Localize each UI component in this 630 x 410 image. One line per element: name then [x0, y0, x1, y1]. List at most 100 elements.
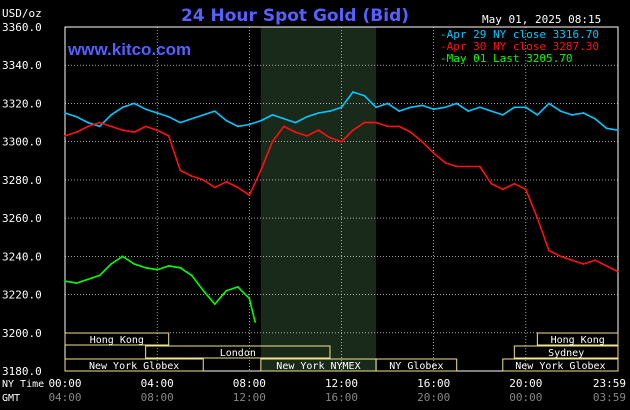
series-point-0	[110, 114, 112, 116]
series-line-2	[64, 255, 256, 323]
x-tick-label-ny: 16:00	[417, 377, 450, 390]
series-point-0	[490, 110, 493, 112]
y-tick-label: 3280.0	[2, 174, 42, 187]
series-point-2	[225, 289, 228, 292]
series-point-0	[190, 117, 193, 120]
series-point-1	[340, 140, 343, 143]
series-point-0	[513, 106, 516, 109]
series-point-1	[190, 175, 193, 177]
session-box	[513, 345, 619, 359]
series-point-1	[282, 125, 285, 128]
session-label: Sydney	[548, 348, 584, 359]
series-point-0	[225, 119, 228, 122]
session-box	[375, 358, 458, 372]
timestamp: May 01, 2025 08:15	[482, 13, 601, 26]
series-point-0	[202, 114, 205, 116]
series-point-1	[329, 136, 331, 139]
series-point-0	[167, 115, 170, 118]
series-point-1	[236, 186, 239, 189]
series-point-0	[306, 115, 308, 118]
series-point-1	[259, 169, 262, 172]
unit-label: USD/oz	[2, 7, 42, 20]
series-point-2	[64, 280, 66, 283]
series-lines	[64, 91, 619, 323]
series-point-0	[559, 110, 562, 112]
session-box	[64, 358, 204, 372]
series-point-0	[571, 114, 573, 116]
series-point-2	[75, 282, 78, 284]
x-tick-label-gmt: 03:59	[593, 391, 626, 404]
series-point-2	[190, 274, 193, 277]
ny-time-label: NY Time	[2, 379, 44, 390]
series-point-2	[110, 263, 112, 265]
x-tick-label-ny: 04:00	[141, 377, 174, 390]
series-point-0	[259, 119, 262, 122]
series-point-1	[571, 259, 573, 262]
series-point-0	[98, 125, 101, 128]
y-tick-label: 3200.0	[2, 327, 42, 340]
series-point-0	[421, 104, 424, 107]
series-point-0	[524, 106, 527, 109]
series-point-1	[98, 121, 101, 124]
series-point-0	[156, 112, 159, 114]
series-point-1	[75, 131, 78, 134]
series-point-0	[582, 112, 585, 114]
y-tick-label: 3360.0	[2, 21, 42, 34]
session-label: New York Globex	[515, 361, 605, 372]
series-point-0	[501, 114, 504, 116]
series-point-0	[444, 106, 447, 109]
series-point-0	[329, 110, 331, 112]
x-tick-label-gmt: 16:00	[325, 391, 358, 404]
series-point-1	[409, 131, 412, 134]
series-point-1	[167, 135, 170, 137]
series-point-1	[110, 125, 112, 128]
x-tick-label-gmt: 04:00	[48, 391, 81, 404]
session-label: London	[220, 348, 256, 359]
series-point-0	[605, 127, 608, 130]
series-point-0	[616, 129, 619, 132]
series-point-1	[144, 125, 147, 128]
series-point-0	[398, 110, 401, 112]
session-box	[536, 332, 619, 346]
series-point-0	[317, 112, 320, 114]
series-point-1	[271, 140, 274, 143]
gmt-label: GMT	[2, 393, 20, 404]
y-tick-label: 3260.0	[2, 212, 42, 225]
series-point-0	[340, 106, 343, 109]
series-point-2	[98, 274, 101, 277]
series-point-0	[352, 91, 354, 93]
y-tick-label: 3220.0	[2, 289, 42, 302]
legend: -Apr 29 NY close 3316.70 -Apr 30 NY clos…	[440, 28, 599, 65]
series-point-1	[536, 217, 539, 220]
series-point-0	[179, 121, 182, 124]
x-tick-label-gmt: 20:00	[417, 391, 450, 404]
series-point-1	[559, 255, 562, 258]
series-point-1	[202, 178, 205, 181]
series-point-1	[248, 194, 251, 197]
series-point-1	[225, 180, 228, 183]
series-point-1	[594, 259, 596, 262]
series-point-1	[294, 131, 297, 134]
series-point-2	[156, 268, 159, 271]
legend-may01: -May 01 Last 3205.70	[440, 52, 572, 65]
series-point-1	[501, 188, 504, 191]
series-point-0	[271, 114, 274, 116]
series-point-0	[213, 110, 216, 112]
series-point-0	[409, 106, 412, 109]
session-label: New York Globex	[89, 361, 179, 372]
series-point-1	[156, 129, 159, 132]
series-point-1	[121, 129, 124, 132]
series-point-0	[144, 108, 147, 111]
series-point-1	[605, 264, 608, 267]
x-tick-label-ny: 08:00	[233, 377, 266, 390]
series-point-1	[582, 263, 585, 265]
y-tick-label: 3340.0	[2, 59, 42, 72]
series-point-2	[179, 266, 182, 269]
series-point-0	[455, 102, 458, 105]
x-tick-label-gmt: 00:00	[509, 391, 542, 404]
y-axis-labels: 3180.0 3200.0 3220.0 3240.0 3260.0 3280.0 3300…	[2, 21, 42, 378]
series-point-1	[490, 182, 493, 185]
x-tick-label-ny: 20:00	[509, 377, 542, 390]
series-point-1	[421, 140, 424, 143]
series-point-1	[432, 152, 435, 155]
